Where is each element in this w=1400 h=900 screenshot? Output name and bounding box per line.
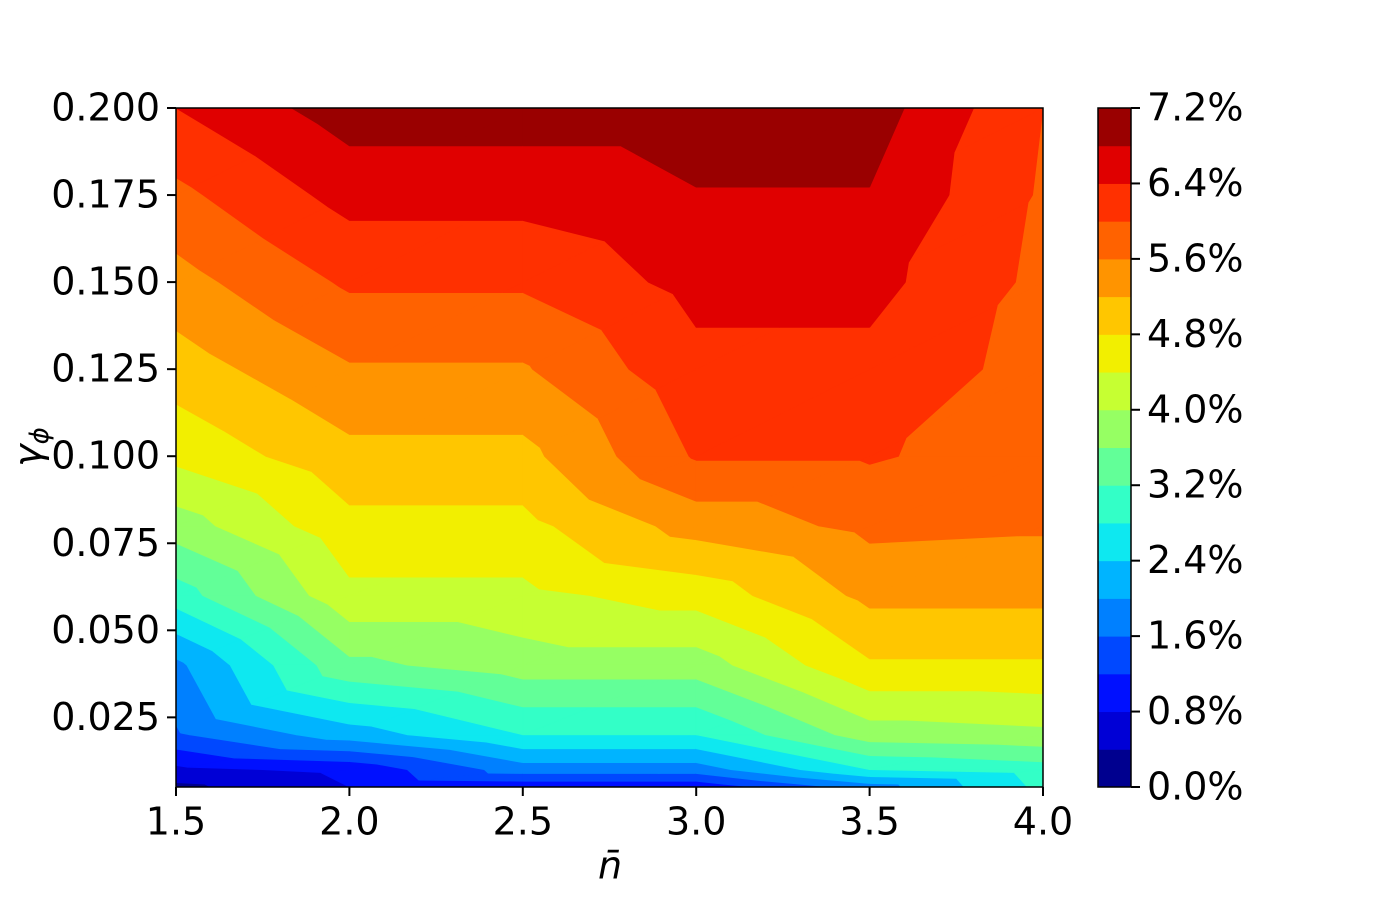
- y-tick-label: 0.200: [51, 86, 160, 130]
- colorbar-tick-label: 3.2%: [1147, 463, 1244, 507]
- contour-region: [695, 455, 870, 461]
- colorbar-band: [1098, 522, 1131, 562]
- y-tick-label: 0.075: [51, 521, 160, 565]
- colorbar-band: [1098, 183, 1131, 222]
- y-tick-label: 0.175: [51, 173, 160, 217]
- colorbar-band: [1098, 673, 1131, 713]
- colorbar-tick-label: 6.4%: [1147, 161, 1244, 205]
- colorbar-band: [1098, 334, 1131, 373]
- colorbar-band: [1098, 636, 1131, 675]
- contour-region: [348, 361, 524, 370]
- colorbar-tick-label: 0.8%: [1147, 689, 1244, 733]
- colorbar-band: [1098, 258, 1131, 298]
- contour-region: [348, 281, 524, 293]
- y-tick-label: 0.150: [51, 260, 160, 304]
- colorbar-tick-label: 4.8%: [1147, 312, 1244, 356]
- colorbar-tick-label: 1.6%: [1147, 614, 1244, 658]
- x-tick-label: 1.5: [146, 800, 206, 844]
- x-axis-label: n̄: [598, 844, 622, 888]
- colorbar-band: [1098, 372, 1131, 411]
- contour-region: [869, 658, 1044, 666]
- plot-frame: [175, 107, 1044, 788]
- x-tick-label: 3.0: [666, 800, 726, 844]
- colorbar-band: [1098, 749, 1131, 788]
- colorbar-band: [1098, 296, 1131, 335]
- contour-plot: [175, 107, 1044, 788]
- contour-region: [695, 186, 870, 196]
- colorbar-band: [1098, 560, 1131, 599]
- colorbar-band: [1098, 409, 1131, 448]
- colorbar-tick-label: 7.2%: [1147, 86, 1244, 130]
- x-tick-label: 2.0: [319, 800, 379, 844]
- colorbar-band: [1098, 145, 1131, 184]
- y-axis-label-sub: ϕ: [25, 427, 55, 444]
- y-tick-label: 0.100: [51, 434, 160, 478]
- colorbar-frame: [1097, 107, 1132, 788]
- y-axis-label-main: γ: [6, 442, 50, 467]
- colorbar-band: [1098, 598, 1131, 637]
- colorbar-band: [1098, 447, 1131, 486]
- x-tick-label: 2.5: [493, 800, 553, 844]
- colorbar-band: [1098, 485, 1131, 524]
- y-axis-label: γϕ: [6, 427, 55, 467]
- y-tick-label: 0.025: [51, 695, 160, 739]
- colorbar-band: [1098, 711, 1131, 750]
- y-tick-label: 0.125: [51, 347, 160, 391]
- colorbar-band: [1098, 108, 1131, 147]
- colorbar-tick-label: 5.6%: [1147, 236, 1244, 280]
- y-tick-label: 0.050: [51, 608, 160, 652]
- colorbar-tick-label: 2.4%: [1147, 538, 1244, 582]
- colorbar-tick-label: 4.0%: [1147, 387, 1244, 431]
- x-tick-label: 4.0: [1013, 800, 1073, 844]
- contour-region: [869, 595, 1044, 609]
- colorbar-tick-label: 0.0%: [1147, 765, 1244, 809]
- x-tick-label: 3.5: [839, 800, 899, 844]
- colorbar-band: [1098, 221, 1131, 260]
